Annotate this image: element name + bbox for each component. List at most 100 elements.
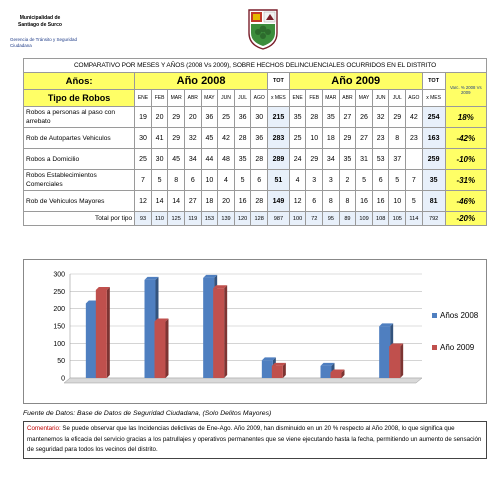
legend-label: Años 2008	[440, 311, 479, 320]
table-row: Robos a Domicilio 25 30 45 34 44 48 35 28 289 24 29…	[22, 148, 488, 170]
value-2009-cell: 18	[322, 127, 340, 149]
robbery-type-label: Robos Establecimientos Comerciales	[22, 169, 136, 191]
value-2008-cell: 28	[233, 127, 252, 149]
comment-label: Comentario:	[27, 425, 61, 432]
bar-top	[213, 285, 228, 289]
month-header-2009: JUL	[388, 89, 407, 107]
month-header-2008: MAY	[200, 89, 219, 107]
y-tick-label: 200	[53, 306, 65, 313]
total-2008-cell: 51	[267, 169, 290, 191]
value-2008-cell: 41	[150, 127, 169, 149]
bar-chart-svg: 0 50 100 150 200 250 300 Años 2008 Año 2009	[53, 272, 479, 384]
value-2009-cell: 8	[338, 190, 357, 212]
value-2008-cell: 25	[217, 106, 235, 128]
value-2008-cell: 45	[200, 127, 219, 149]
value-2009-cell: 16	[355, 190, 373, 212]
variation-cell: -10%	[444, 148, 488, 170]
bar-top	[379, 323, 394, 327]
bar-top	[203, 274, 218, 278]
municipality-name: Municipalidad de Santiago de Surco	[18, 15, 62, 28]
monthly-total-2008-cell: 120	[233, 211, 252, 226]
bar-top	[95, 286, 110, 290]
value-2008-cell: 18	[200, 190, 219, 212]
bar-chart: 0 50 100 150 200 250 300 Años 2008 Año 2009	[23, 259, 487, 404]
value-2008-cell: 44	[200, 148, 219, 170]
value-2009-cell: 28	[305, 106, 324, 128]
month-header-2009: MAY	[355, 89, 373, 107]
bar-top	[261, 357, 276, 361]
value-2008-cell: 5	[233, 169, 252, 191]
value-2009-cell: 34	[322, 148, 340, 170]
total-2009-cell: 259	[421, 148, 446, 170]
department-name: Gerencia de Tránsito y Seguridad Ciudada…	[10, 37, 78, 48]
bar-side	[400, 343, 404, 378]
municipal-crest-icon	[248, 9, 278, 50]
value-2009-cell: 16	[371, 190, 390, 212]
value-2008-cell: 6	[183, 169, 202, 191]
bar-2009	[154, 321, 166, 378]
value-2008-cell: 28	[250, 148, 269, 170]
month-header-2009: MAR	[322, 89, 340, 107]
monthly-total-2009-cell: 114	[405, 211, 423, 226]
comment-box: Comentario: Se puede observar que las In…	[23, 421, 487, 459]
value-2008-cell: 5	[150, 169, 169, 191]
year-2009-header: Año 2009	[288, 72, 423, 90]
value-2009-cell: 35	[338, 148, 357, 170]
value-2009-cell: 27	[355, 127, 373, 149]
value-2008-cell: 35	[233, 148, 252, 170]
variation-cell: -46%	[444, 190, 488, 212]
table-month-row: Tipo de Robos ENE FEB MAR ABR MAY JUN JUL AGO x …	[22, 89, 487, 107]
monthly-total-2009-cell: 89	[338, 211, 357, 226]
variation-cell: 18%	[444, 106, 488, 128]
robbery-type-label: Rob de Autopartes Vehiculos	[22, 127, 136, 149]
value-2009-cell: 3	[305, 169, 324, 191]
value-2009-cell: 26	[355, 106, 373, 128]
month-header-2008: ENE	[134, 89, 152, 107]
value-2008-cell: 14	[167, 190, 185, 212]
value-2008-cell: 27	[183, 190, 202, 212]
value-2009-cell: 42	[405, 106, 423, 128]
comment-text: Se puede observar que las Incidencias de…	[27, 425, 482, 453]
monthly-total-2008-cell: 153	[200, 211, 219, 226]
total-2008-cell: 283	[267, 127, 290, 149]
monthly-total-2008-cell: 110	[150, 211, 169, 226]
value-2008-cell: 30	[134, 127, 152, 149]
value-2009-cell: 3	[322, 169, 340, 191]
anios-label: Años:	[22, 72, 136, 90]
value-2008-cell: 7	[134, 169, 152, 191]
bar-2009	[330, 372, 342, 378]
tipo-robos-header: Tipo de Robos	[22, 89, 136, 107]
monthly-total-2009-cell: 105	[388, 211, 407, 226]
xmes-2008-header: x MES	[267, 89, 290, 107]
value-2009-cell: 37	[388, 148, 407, 170]
value-2008-cell: 36	[200, 106, 219, 128]
value-2009-cell: 6	[305, 190, 324, 212]
month-header-2008: JUN	[217, 89, 235, 107]
value-2009-cell: 5	[355, 169, 373, 191]
value-2009-cell: 8	[322, 190, 340, 212]
value-2009-cell: 29	[305, 148, 324, 170]
value-2008-cell: 12	[134, 190, 152, 212]
bar-2008	[379, 326, 391, 378]
y-tick-label: 150	[53, 324, 65, 331]
header-left: Municipalidad de Santiago de Surco Geren…	[10, 15, 100, 49]
value-2009-cell: 23	[405, 127, 423, 149]
y-tick-label: 0	[61, 376, 65, 383]
value-2009-cell: 5	[388, 169, 407, 191]
value-2008-cell: 25	[134, 148, 152, 170]
bar-top	[330, 369, 345, 373]
totals-label: Total por tipo	[22, 211, 136, 226]
bar-top	[271, 362, 286, 366]
bar-top	[389, 343, 404, 347]
month-header-2008: ABR	[183, 89, 202, 107]
value-2009-cell: 12	[288, 190, 307, 212]
value-2009-cell: 29	[388, 106, 407, 128]
legend-swatch	[432, 313, 437, 318]
table-title: COMPARATIVO POR MESES Y AÑOS (2008 Vs 20…	[23, 58, 487, 73]
table-title-row: COMPARATIVO POR MESES Y AÑOS (2008 Vs 20…	[23, 58, 487, 73]
bar-side	[224, 285, 228, 378]
value-2009-cell: 31	[355, 148, 373, 170]
value-2008-cell: 19	[134, 106, 152, 128]
total-2009-cell: 35	[421, 169, 446, 191]
total-2008-cell: 215	[267, 106, 290, 128]
